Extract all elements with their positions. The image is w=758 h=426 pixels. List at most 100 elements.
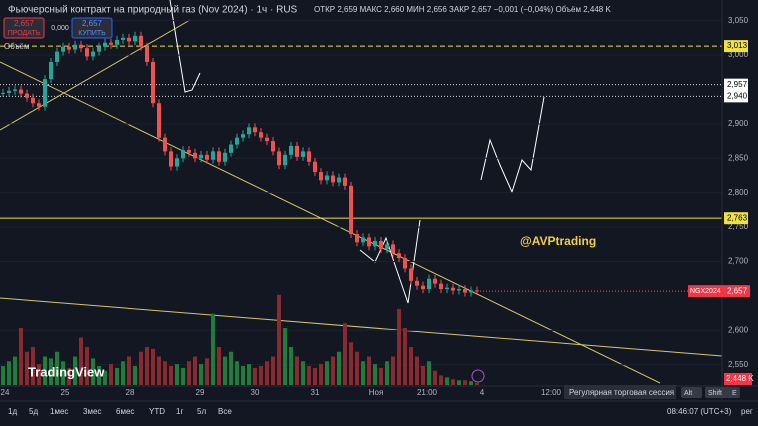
range-button[interactable]: 3мес <box>83 407 101 416</box>
candle-body <box>283 154 287 166</box>
sell-label[interactable]: ПРОДАТЬ <box>8 30 41 37</box>
candle-body <box>331 175 335 183</box>
y-tick-label: 2,900 <box>728 119 749 128</box>
level-box <box>724 78 748 91</box>
volume-bar <box>271 356 275 385</box>
volume-bar <box>163 361 167 385</box>
x-tick-label: 31 <box>311 388 320 397</box>
volume-bar <box>67 367 71 385</box>
annotation: @AVPtrading <box>520 234 596 248</box>
candle-body <box>355 234 359 243</box>
volume-bar <box>37 364 41 385</box>
last-price-box <box>688 285 750 298</box>
range-button[interactable]: 1г <box>176 407 183 416</box>
replay-icon[interactable] <box>471 369 485 383</box>
key-label: E <box>732 390 737 397</box>
x-tick-label: 4 <box>480 388 485 397</box>
range-button[interactable]: 5д <box>29 407 38 416</box>
range-button[interactable]: 1д <box>8 407 17 416</box>
candle-body <box>1 92 5 94</box>
volume-bar <box>55 351 59 385</box>
volume-bar <box>385 361 389 385</box>
sell-price[interactable]: 2,657 <box>14 19 35 28</box>
volume-bar <box>349 342 353 385</box>
range-button[interactable]: 5л <box>197 407 206 416</box>
candle-body <box>181 150 185 159</box>
candle-body <box>433 278 437 284</box>
key-cap <box>729 387 740 398</box>
session[interactable]: Регулярная торговая сессия <box>569 388 674 397</box>
candle-body <box>37 103 41 107</box>
candle-body <box>79 44 83 49</box>
candle-body <box>277 151 281 166</box>
sell-button[interactable] <box>3 17 45 39</box>
trendline <box>0 297 723 357</box>
volume-bar <box>217 347 221 385</box>
last-volume-box <box>724 373 752 385</box>
volume-bar <box>127 356 131 385</box>
volume-bar <box>103 370 107 385</box>
mode[interactable]: рег <box>741 407 753 416</box>
volume-bar <box>85 347 89 385</box>
volume-bar <box>451 379 455 385</box>
candle-body <box>409 268 413 281</box>
volume-bar <box>241 366 245 385</box>
volume-bar <box>229 351 233 385</box>
volume-bar <box>433 370 437 385</box>
candle-body <box>427 278 431 290</box>
volume-bar <box>31 347 35 385</box>
volume-bar <box>121 361 125 385</box>
range-button[interactable]: 1мес <box>50 407 68 416</box>
candle-body <box>103 42 107 47</box>
candle-body <box>163 137 167 152</box>
volume-bar <box>325 361 329 385</box>
level-box <box>724 90 748 103</box>
volume-bar <box>373 364 377 385</box>
candle-body <box>199 154 203 159</box>
volume-bar <box>139 351 143 385</box>
candle-body <box>43 79 47 107</box>
volume-bar <box>331 356 335 385</box>
candle-body <box>133 35 137 42</box>
candle-body <box>271 141 275 152</box>
volume-bar <box>199 364 203 385</box>
key-label: Alt <box>684 390 692 397</box>
volume-bar <box>463 380 467 385</box>
volume-bar <box>43 356 47 385</box>
candle-body <box>19 89 23 94</box>
range-button[interactable]: YTD <box>149 407 165 416</box>
forecast-path <box>480 96 545 194</box>
volume-bar <box>403 328 407 385</box>
volume-label: Объём <box>4 42 30 51</box>
candle-body <box>211 151 215 160</box>
volume-bar <box>211 313 215 385</box>
volume-bar <box>397 309 401 385</box>
volume-bar <box>307 366 311 385</box>
candle-body <box>259 132 263 138</box>
level-box <box>724 40 748 53</box>
volume-bar <box>91 358 95 385</box>
level-box <box>724 212 748 225</box>
x-tick-label: 21:00 <box>417 388 438 397</box>
volume-bar <box>421 366 425 385</box>
volume-bar <box>343 323 347 385</box>
buy-price[interactable]: 2,657 <box>82 19 103 28</box>
buy-button[interactable] <box>71 17 113 39</box>
buy-label[interactable]: КУПИТЬ <box>78 30 106 37</box>
forecast-path <box>359 219 421 304</box>
candle-body <box>139 35 143 47</box>
candle-body <box>391 244 395 254</box>
range-button[interactable]: Все <box>218 407 232 416</box>
session-box[interactable] <box>564 385 676 399</box>
candle-body <box>115 39 119 45</box>
clock: 08:46:07 (UTC+3) <box>667 407 732 416</box>
volume-bar <box>391 356 395 385</box>
level-label: 3,013 <box>727 41 748 50</box>
candle-body <box>157 103 161 138</box>
candle-body <box>217 151 221 162</box>
y-tick-label: 2,800 <box>728 188 749 197</box>
volume-bar <box>193 356 197 385</box>
y-tick-label: 2,600 <box>728 325 749 334</box>
range-button[interactable]: 6мес <box>116 407 134 416</box>
